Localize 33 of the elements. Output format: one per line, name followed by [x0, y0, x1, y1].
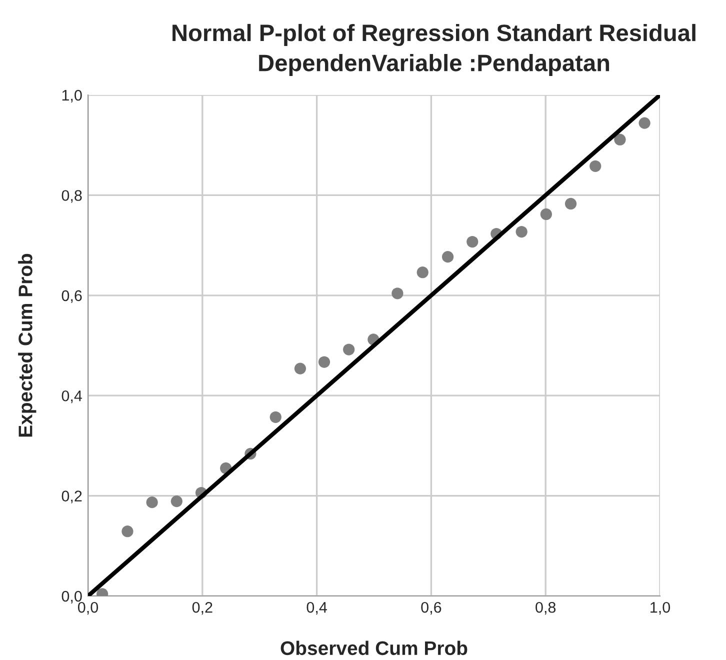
chart-subtitle: DependenVariable :Pendapatan — [259, 54, 610, 76]
x-tick-label: 1,0 — [650, 602, 670, 615]
x-tick-label: 0,2 — [192, 602, 212, 615]
y-tick-label: 0,2 — [62, 490, 82, 504]
point — [590, 160, 602, 172]
point — [564, 198, 577, 210]
point — [146, 496, 158, 508]
y-axis-title: Expected Cum Prob — [18, 254, 36, 437]
point — [170, 496, 182, 508]
chart-title: Normal P-plot of Regression Standart Residual — [172, 24, 696, 46]
point — [638, 117, 650, 129]
x-tick-label: 0,8 — [536, 602, 556, 615]
point — [122, 526, 134, 538]
x-tick-label: 0,4 — [306, 602, 327, 615]
x-tick-label: 0,0 — [78, 602, 98, 615]
point — [614, 134, 626, 146]
point — [442, 251, 454, 263]
y-tick-label: 0,0 — [62, 590, 82, 604]
point — [540, 208, 552, 220]
point — [516, 226, 528, 238]
point — [466, 236, 478, 248]
y-tick-label: 1,0 — [62, 90, 82, 102]
y-tick-label: 0,4 — [62, 390, 82, 404]
x-tick-label: 0,6 — [421, 602, 442, 615]
point — [343, 344, 355, 356]
point — [270, 411, 282, 423]
point — [318, 356, 330, 368]
y-tick-label: 0,8 — [62, 190, 82, 203]
point — [294, 362, 306, 374]
y-tick-label: 0,6 — [62, 290, 82, 303]
point — [392, 288, 404, 300]
x-axis-title: Observed Cum Prob — [280, 640, 468, 656]
point — [416, 266, 428, 278]
